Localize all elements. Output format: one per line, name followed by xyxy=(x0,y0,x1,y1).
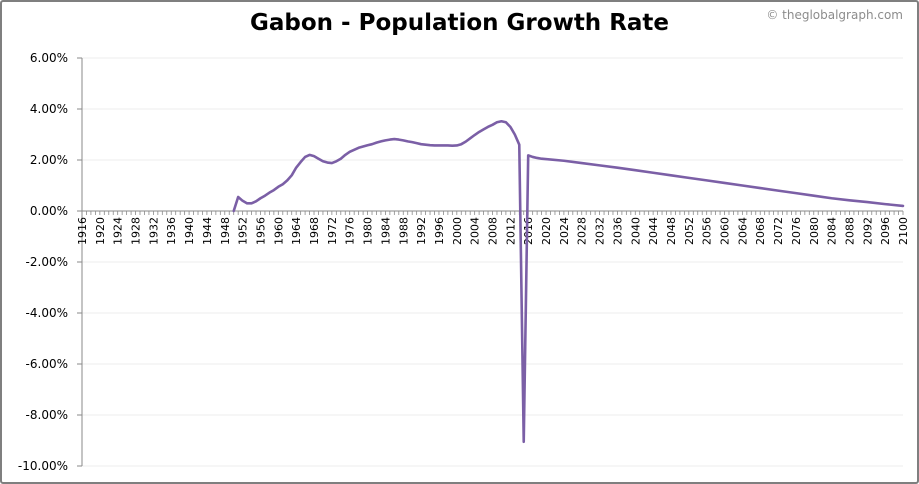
x-tick-label: 2076 xyxy=(790,217,803,245)
x-tick-label: 2004 xyxy=(469,217,482,245)
y-axis-tick-labels: 6.00% 4.00% 2.00% 0.00% -2.00% -4.00% -6.00% -8… xyxy=(18,51,68,473)
y-tick-label: -10.00% xyxy=(18,459,68,473)
x-tick-label: 1960 xyxy=(272,217,285,245)
x-tick-label: 1988 xyxy=(397,217,410,245)
x-tick-label: 2000 xyxy=(451,217,464,245)
y-tick-label: 2.00% xyxy=(30,153,68,167)
x-tick-label: 2080 xyxy=(808,217,821,245)
x-tick-label: 2008 xyxy=(487,217,500,245)
x-tick-label: 2100 xyxy=(897,217,910,245)
x-tick-label: 1916 xyxy=(76,217,89,245)
x-tick-label: 1924 xyxy=(112,217,125,245)
y-tick-label: -8.00% xyxy=(26,408,68,422)
x-tick-label: 2064 xyxy=(736,217,749,245)
x-tick-label: 2096 xyxy=(879,217,892,245)
x-tick-label: 1936 xyxy=(165,217,178,245)
x-tick-label: 2040 xyxy=(629,217,642,245)
x-tick-label: 2028 xyxy=(576,217,589,245)
source-credit: © theglobalgraph.com xyxy=(766,8,903,22)
x-tick-label: 1944 xyxy=(201,217,214,245)
x-tick-label: 2072 xyxy=(772,217,785,245)
x-tick-label: 1968 xyxy=(308,217,321,245)
x-tick-label: 2068 xyxy=(754,217,767,245)
x-tick-label: 1928 xyxy=(130,217,143,245)
x-axis-tick-labels: 1916 1920 1924 1928 1932 1936 1940 1944 1948 1952… xyxy=(76,217,910,245)
x-tick-label: 2016 xyxy=(522,217,535,245)
x-tick-label: 2036 xyxy=(611,217,624,245)
x-tick-label: 1964 xyxy=(290,217,303,245)
x-tick-label: 2052 xyxy=(683,217,696,245)
x-tick-label: 2012 xyxy=(504,217,517,245)
x-tick-label: 1992 xyxy=(415,217,428,245)
x-tick-label: 2084 xyxy=(826,217,839,245)
chart-title: Gabon - Population Growth Rate xyxy=(249,10,670,36)
series-group xyxy=(232,119,905,444)
y-tick-label: 4.00% xyxy=(30,102,68,116)
y-tick-label: 6.00% xyxy=(30,51,68,65)
x-tick-label: 1984 xyxy=(379,217,392,245)
x-tick-label: 2024 xyxy=(558,217,571,245)
y-tick-label: -6.00% xyxy=(26,357,68,371)
y-tick-label: -2.00% xyxy=(26,255,68,269)
x-tick-label: 2020 xyxy=(540,217,553,245)
x-tick-label: 2048 xyxy=(665,217,678,245)
x-tick-label: 2092 xyxy=(861,217,874,245)
x-tick-label: 2088 xyxy=(843,217,856,245)
x-tick-label: 1940 xyxy=(183,217,196,245)
x-tick-label: 1956 xyxy=(254,217,267,245)
x-tick-label: 2032 xyxy=(594,217,607,245)
x-tick-label: 1996 xyxy=(433,217,446,245)
gridlines xyxy=(82,57,903,467)
y-tick-label: 0.00% xyxy=(30,204,68,218)
axes xyxy=(77,57,904,467)
x-tick-label: 1980 xyxy=(362,217,375,245)
x-tick-label: 1972 xyxy=(326,217,339,245)
x-tick-label: 2056 xyxy=(701,217,714,245)
x-tick-label: 2044 xyxy=(647,217,660,245)
series-line xyxy=(232,119,905,444)
x-tick-label: 1948 xyxy=(219,217,232,245)
x-tick-label: 1920 xyxy=(94,217,107,245)
x-tick-label: 1976 xyxy=(344,217,357,245)
x-tick-label: 2060 xyxy=(719,217,732,245)
y-tick-label: -4.00% xyxy=(26,306,68,320)
x-tick-label: 1952 xyxy=(237,217,250,245)
x-tick-label: 1932 xyxy=(147,217,160,245)
